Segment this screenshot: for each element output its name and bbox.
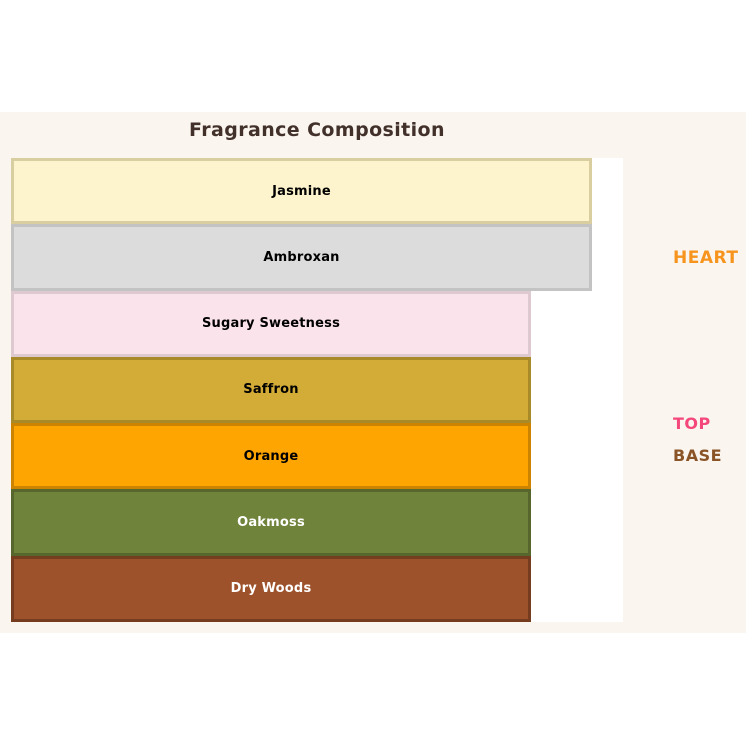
- note-group-label-top: TOP: [673, 414, 711, 433]
- note-group-label-heart: HEART: [673, 248, 739, 268]
- bar-ambroxan: Ambroxan: [11, 224, 592, 291]
- bar-sugary-sweetness: Sugary Sweetness: [11, 290, 531, 357]
- plot-area: Jasmine Ambroxan Sugary Sweetness Saffron Or…: [11, 158, 623, 622]
- chart-title: Fragrance Composition: [189, 119, 445, 141]
- note-group-label-base: BASE: [673, 446, 723, 465]
- bar-label: Orange: [243, 448, 299, 464]
- bar-label: Sugary Sweetness: [201, 316, 341, 332]
- bar-label: Jasmine: [272, 183, 331, 199]
- bar-oakmoss: Oakmoss: [11, 489, 531, 556]
- bar-label: Ambroxan: [263, 249, 340, 265]
- bar-orange: Orange: [11, 423, 531, 490]
- bar-label: Dry Woods: [230, 581, 312, 597]
- bar-saffron: Saffron: [11, 356, 531, 424]
- bar-dry-woods: Dry Woods: [11, 555, 531, 622]
- bar-label: Oakmoss: [237, 515, 305, 531]
- bar-label: Saffron: [243, 382, 299, 398]
- bar-jasmine: Jasmine: [11, 158, 592, 225]
